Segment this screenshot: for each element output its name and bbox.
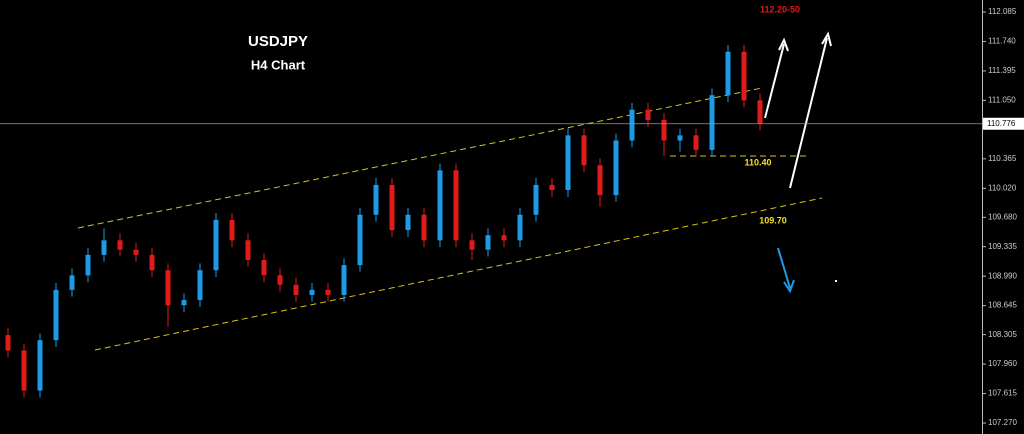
candle-body	[421, 214, 427, 241]
dot	[835, 280, 837, 282]
candle-body	[213, 219, 219, 271]
candle-body	[85, 254, 91, 276]
candle-body	[645, 109, 651, 121]
candle-body	[405, 214, 411, 231]
y-tick-label: 111.395	[988, 66, 1016, 75]
y-tick-label: 110.365	[988, 154, 1017, 163]
candle-body	[453, 170, 459, 241]
candle-body	[581, 135, 587, 166]
candle-body	[181, 300, 187, 306]
candle-body	[245, 240, 251, 260]
current-price-box	[983, 117, 1024, 130]
candle-body	[117, 240, 123, 250]
y-tick-label: 111.740	[988, 37, 1016, 46]
candle-body	[533, 184, 539, 215]
candle-body	[597, 165, 603, 196]
arrow	[764, 43, 785, 119]
candle-body	[165, 270, 171, 306]
chart-title: USDJPY	[248, 33, 308, 50]
channel-lower	[94, 197, 823, 351]
candle-body	[229, 219, 235, 241]
current-price-label: 110.776	[987, 119, 1016, 128]
candle-body	[293, 284, 299, 295]
candle-body	[69, 275, 75, 290]
y-tick-label: 107.270	[988, 418, 1017, 427]
candle-body	[741, 51, 747, 101]
candle-body	[149, 254, 155, 271]
candle-body	[133, 249, 139, 255]
y-tick-label: 111.050	[988, 95, 1016, 104]
candle-body	[197, 270, 203, 301]
target-label: 112.20-50	[760, 4, 800, 14]
candle-body	[325, 289, 331, 295]
candle-body	[309, 289, 315, 295]
y-tick-label: 107.960	[988, 359, 1017, 368]
candle-body	[549, 184, 555, 190]
channel-label: 109.70	[759, 215, 787, 225]
candle-body	[709, 95, 715, 150]
candle-body	[613, 140, 619, 196]
candle-body	[565, 135, 571, 190]
y-tick-label: 108.990	[988, 271, 1017, 280]
candle-body	[373, 184, 379, 215]
candle-body	[37, 340, 43, 391]
candle-body	[277, 275, 283, 285]
arrow	[789, 37, 828, 189]
arrow-head	[783, 279, 795, 294]
arrow-down	[777, 247, 795, 294]
candle-body	[437, 170, 443, 241]
candle-body	[757, 100, 763, 124]
candle-body	[5, 335, 11, 351]
candle-body	[693, 135, 699, 150]
candle-body	[661, 120, 667, 141]
support-label: 110.40	[744, 157, 771, 167]
candle-body	[389, 184, 395, 231]
candle-body	[677, 135, 683, 141]
arrow-head	[821, 31, 832, 47]
candle-body	[725, 51, 731, 96]
y-tick-label: 112.085	[988, 7, 1017, 16]
candle-body	[469, 240, 475, 250]
y-tick-label: 107.615	[988, 389, 1017, 398]
y-tick-label: 110.020	[988, 183, 1017, 192]
candle-body	[341, 265, 347, 295]
candle-body	[357, 214, 363, 266]
candle-body	[485, 235, 491, 250]
candle-body	[53, 289, 59, 341]
y-tick-label: 108.645	[988, 301, 1017, 310]
candle-body	[501, 235, 507, 241]
candle-body	[517, 214, 523, 241]
y-tick-label: 109.680	[988, 212, 1017, 221]
arrow-head	[778, 37, 789, 52]
y-tick-label: 108.305	[988, 330, 1017, 339]
arrow	[777, 247, 791, 289]
candle-body	[629, 109, 635, 141]
y-tick-label: 109.335	[988, 242, 1017, 251]
candle-body	[261, 259, 267, 276]
candle-body	[101, 240, 107, 255]
chart-subtitle: H4 Chart	[251, 57, 306, 72]
candle-body	[21, 350, 27, 391]
arrows	[764, 31, 832, 189]
